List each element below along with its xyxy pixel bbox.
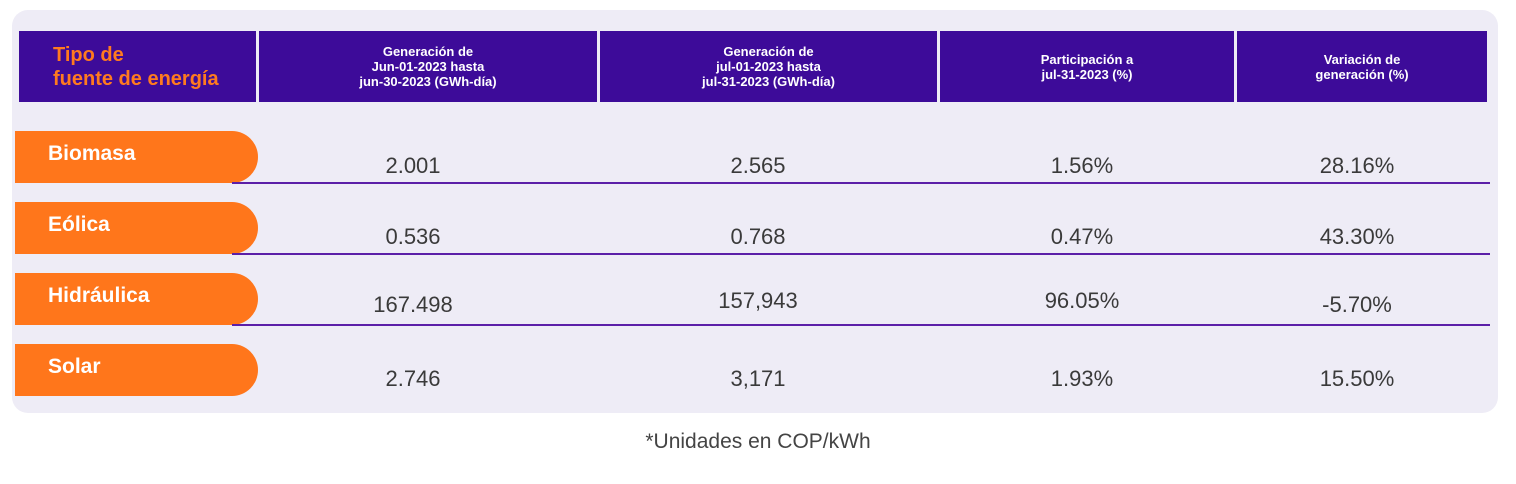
row-label-text: Eólica xyxy=(48,213,110,236)
table-cell: 2.746 xyxy=(385,366,441,391)
table-cell: 28.16% xyxy=(1319,153,1395,178)
table-cell: 0.536 xyxy=(385,224,441,249)
row-divider xyxy=(232,182,1490,184)
footnote: *Unidades en COP/kWh xyxy=(645,430,871,453)
row-divider xyxy=(232,324,1490,326)
header-participation: Participación a jul-31-2023 (%) xyxy=(940,31,1234,102)
table-cell: 2.001 xyxy=(385,153,441,178)
table-cell: 1.56% xyxy=(1050,153,1114,178)
header-variation: Variación de generación (%) xyxy=(1237,31,1487,102)
table-cell: 1.93% xyxy=(1050,366,1114,391)
header-energy-type: Tipo de fuente de energía xyxy=(19,31,256,102)
table-cell: 15.50% xyxy=(1319,366,1395,391)
table-cell: 157,943 xyxy=(718,288,798,313)
table-cell: 3,171 xyxy=(730,366,786,391)
table-cell: 96.05% xyxy=(1044,288,1120,313)
table-cell: 0.47% xyxy=(1050,224,1114,249)
row-label-text: Biomasa xyxy=(48,142,136,165)
row-label-hidraulica: Hidráulica xyxy=(15,273,258,325)
row-label-biomasa: Biomasa xyxy=(15,131,258,183)
row-label-text: Solar xyxy=(48,355,101,378)
row-label-solar: Solar xyxy=(15,344,258,396)
row-label-eolica: Eólica xyxy=(15,202,258,254)
table-cell: 0.768 xyxy=(730,224,786,249)
table-cell: 43.30% xyxy=(1319,224,1395,249)
header-generation-june: Generación de Jun-01-2023 hasta jun-30-2… xyxy=(259,31,597,102)
table-cell: 167.498 xyxy=(373,292,453,317)
header-generation-july: Generación de jul-01-2023 hasta jul-31-2… xyxy=(600,31,937,102)
table-cell: -5.70% xyxy=(1322,292,1392,317)
table-cell: 2.565 xyxy=(730,153,786,178)
row-divider xyxy=(232,253,1490,255)
row-label-text: Hidráulica xyxy=(48,284,150,307)
